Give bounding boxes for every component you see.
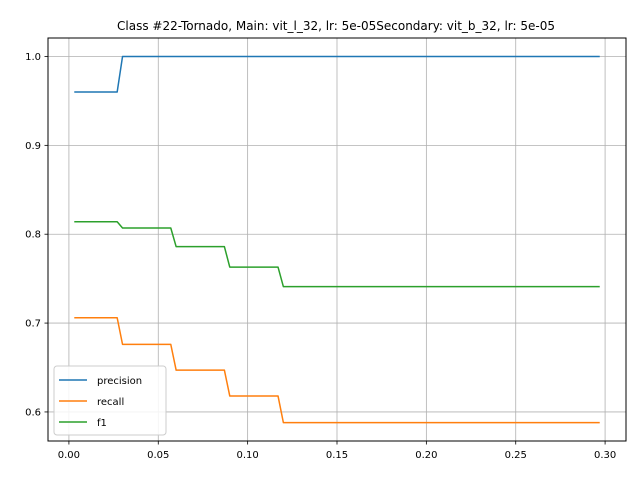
y-tick-label: 0.7: [25, 319, 41, 330]
series-line-f1: [74, 221, 600, 288]
y-tick-label: 0.8: [25, 230, 41, 241]
legend: precision recall f1: [53, 365, 167, 436]
y-tick-label: 0.6: [25, 407, 41, 418]
y-tick-label: 1.0: [25, 52, 41, 63]
chart-title: Class #22-Tornado, Main: vit_l_32, lr: 5…: [117, 19, 555, 33]
x-tick-label: 0.30: [594, 450, 616, 461]
series-line-recall: [74, 317, 600, 424]
x-tick-label: 0.15: [326, 450, 348, 461]
x-tick-label: 0.10: [237, 450, 259, 461]
y-tick-label: 0.9: [25, 141, 41, 152]
x-tick-label: 0.20: [415, 450, 437, 461]
legend-label-precision: precision: [97, 376, 142, 387]
legend-box: [53, 365, 167, 436]
series-line-precision: [74, 55, 600, 93]
x-tick-label: 0.05: [147, 450, 169, 461]
x-axis-ticks: 0.00 0.05 0.10 0.15 0.20 0.25 0.30: [58, 441, 616, 461]
series-lines: [74, 55, 600, 424]
legend-label-recall: recall: [97, 397, 124, 408]
legend-label-f1: f1: [97, 418, 107, 429]
x-tick-label: 0.00: [58, 450, 80, 461]
x-tick-label: 0.25: [505, 450, 527, 461]
y-axis-ticks: 0.6 0.7 0.8 0.9 1.0: [25, 52, 48, 418]
